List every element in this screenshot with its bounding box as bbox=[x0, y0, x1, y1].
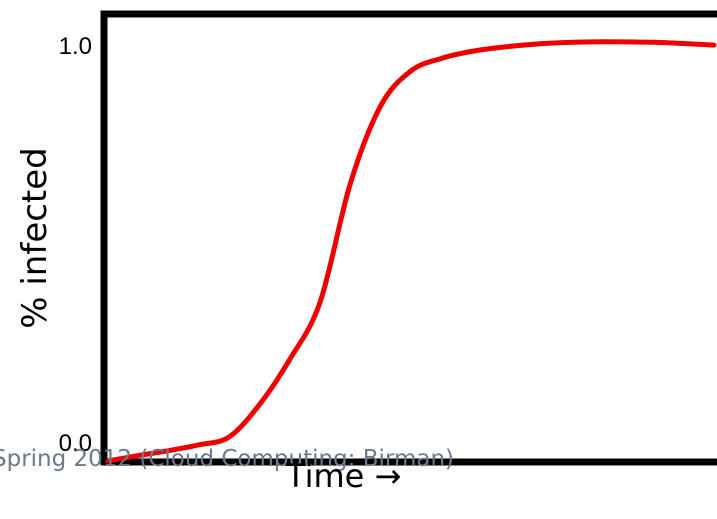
y-tick-label-1: 1.0 bbox=[59, 33, 92, 60]
plot-frame-group bbox=[100, 10, 717, 466]
y-axis-label: % infected bbox=[15, 147, 55, 329]
series-group bbox=[105, 39, 717, 464]
series-line-0 bbox=[105, 39, 717, 464]
y-tick-label-0: 0.0 bbox=[59, 430, 92, 457]
plot-frame bbox=[100, 10, 717, 466]
y-tick-labels: 0.0 1.0 bbox=[59, 33, 92, 457]
footer-text: Spring 2012 (Cloud Computing: Birman) bbox=[0, 446, 454, 472]
x-axis-label: Time → bbox=[285, 457, 401, 495]
